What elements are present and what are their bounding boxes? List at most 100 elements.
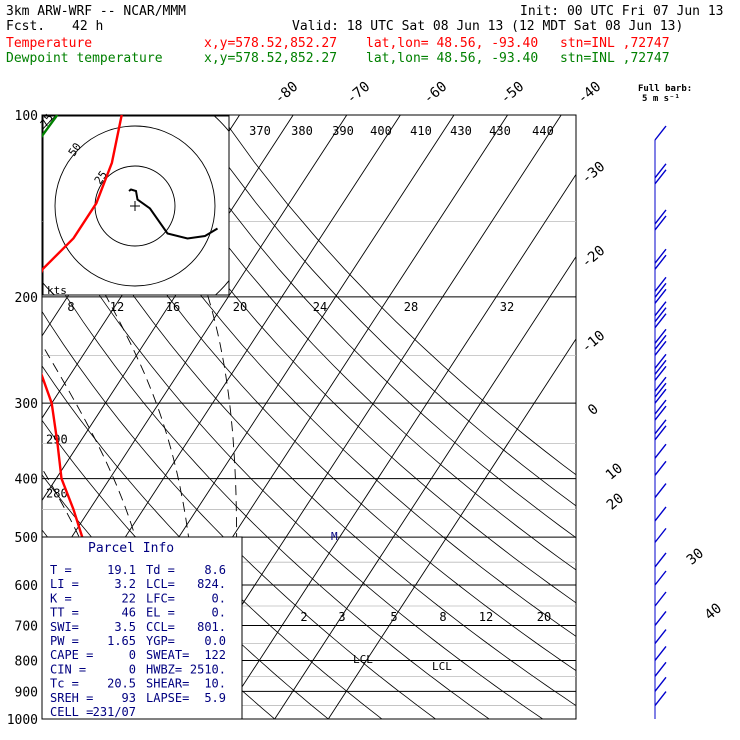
mixing-ratio-lower-label-12: 12 — [479, 610, 493, 624]
wind-barb-345 — [654, 419, 667, 435]
temperature-tick--60: -60 — [421, 79, 451, 108]
mixing-ratio-label-16: 16 — [166, 300, 180, 314]
parcel-info-value2: 0.0 — [204, 634, 226, 648]
moist-adiabat — [0, 269, 17, 719]
wind-barb-900 — [654, 676, 667, 692]
dry-adiabat — [81, 115, 576, 637]
pressure-label-200: 200 — [15, 291, 38, 306]
theta-label-400: 400 — [370, 124, 392, 138]
temperature-tick--40: -40 — [575, 79, 605, 108]
mixing-ratio-label-8: 8 — [67, 300, 74, 314]
pressure-label-700: 700 — [15, 619, 38, 634]
isotherm-50 — [327, 338, 576, 719]
temperature-tick--70: -70 — [344, 79, 374, 108]
mixing-ratio-label-32: 32 — [500, 300, 514, 314]
mixing-ratio-label-28: 28 — [404, 300, 418, 314]
parcel-info-label2: EL = — [146, 606, 175, 620]
wind-barb-300 — [654, 376, 667, 392]
wind-barb-650 — [654, 591, 667, 607]
pressure-label-1000: 1000 — [7, 713, 38, 728]
init-time: Init: 00 UTC Fri 07 Jun 13 — [520, 4, 724, 19]
wind-barb-600 — [654, 570, 667, 586]
m-marker: M — [331, 530, 338, 543]
parcel-info-value2: 801. — [197, 620, 226, 634]
dry-adiabat — [42, 256, 490, 719]
dry-adiabat — [136, 115, 576, 571]
parcel-info-value: 1.65 — [107, 634, 136, 648]
wind-barb-225 — [654, 313, 667, 329]
wind-barb-750 — [654, 629, 667, 644]
pressure-label-500: 500 — [15, 531, 38, 546]
isotherm--20 — [42, 115, 348, 584]
wind-barb-155 — [654, 209, 667, 225]
wind-barb-800 — [654, 646, 667, 661]
mixing-ratio-label-12: 12 — [110, 300, 124, 314]
mixing-ratio-lower-label-3: 3 — [338, 610, 345, 624]
lcl-marker-parcel: LCL — [432, 660, 452, 673]
parcel-info-label: Tc = — [50, 677, 79, 691]
temperature-station: stn=INL ,72747 — [560, 36, 670, 51]
temperature-tick-40: 40 — [702, 600, 725, 623]
theta-label-430: 430 — [489, 124, 511, 138]
wind-barb-850 — [654, 661, 667, 677]
wind-barb-110 — [654, 125, 667, 141]
parcel-info-value2: 824. — [197, 577, 226, 591]
wind-barb-370 — [654, 443, 667, 459]
wind-barb-250 — [654, 328, 667, 344]
hodograph-unit: kts — [47, 284, 67, 297]
parcel-info-label: SWI= — [50, 620, 79, 634]
parcel-info-label: SREH = — [50, 691, 93, 705]
theta-label-430: 430 — [450, 124, 472, 138]
wind-barb-180 — [654, 254, 667, 270]
valid-time: Valid: 18 UTC Sat 08 Jun 13 (12 MDT Sat … — [292, 19, 684, 34]
mixing-ratio-lower-label-5: 5 — [390, 610, 397, 624]
wind-barb-320 — [654, 399, 667, 415]
hodograph-ring-label-75: 75 — [38, 111, 56, 129]
hodograph-trace — [128, 188, 219, 240]
parcel-info-label: CIN = — [50, 662, 86, 676]
parcel-info-label2: HWBZ= — [146, 662, 182, 676]
wind-barb-560 — [654, 552, 667, 568]
dry-adiabat — [42, 201, 543, 719]
barb-legend-title: Full barb: — [638, 84, 693, 94]
wind-barb-275 — [654, 365, 667, 381]
wind-barb-130 — [654, 169, 667, 185]
dry-adiabat — [164, 115, 576, 539]
dry-adiabat — [42, 145, 576, 707]
temperature-tick-10: 10 — [603, 460, 626, 483]
barb-legend-unit: 5 m s⁻¹ — [642, 94, 680, 104]
temperature-tick--10: -10 — [579, 328, 609, 357]
temperature-tick--20: -20 — [579, 243, 609, 272]
pressure-label-100: 100 — [15, 109, 38, 124]
parcel-info-label: LI = — [50, 577, 79, 591]
temperature-tick--30: -30 — [579, 159, 609, 188]
dry-adiabat — [192, 115, 576, 507]
mixing-ratio-lower-label-8: 8 — [439, 610, 446, 624]
parcel-info-value2: 122 — [204, 648, 226, 662]
theta-label-280: 280 — [46, 487, 68, 501]
wind-barb-155 — [654, 215, 667, 231]
parcel-info-label2: YGP= — [146, 634, 175, 648]
wind-barb-300 — [654, 382, 667, 398]
parcel-info-value: 93 — [122, 691, 136, 705]
mixing-ratio-lower-label-2: 2 — [300, 610, 307, 624]
temperature-legend: Temperature — [6, 36, 93, 51]
parcel-info-label: TT = — [50, 606, 79, 620]
dry-adiabat — [219, 115, 576, 476]
parcel-info-value2: 5.9 — [204, 691, 226, 705]
temperature-tick--50: -50 — [498, 79, 528, 108]
mixing-ratio-label-20: 20 — [233, 300, 247, 314]
wind-barb-395 — [654, 460, 667, 476]
dewpoint-station: stn=INL ,72747 — [560, 51, 670, 66]
lcl-marker: LCL — [353, 653, 373, 666]
parcel-info-value: 22 — [122, 591, 136, 605]
wind-barb-225 — [654, 301, 667, 317]
dewpoint-latlon: lat,lon= 48.56, -93.40 — [366, 51, 539, 66]
pressure-label-300: 300 — [15, 397, 38, 412]
wind-barb-225 — [654, 307, 667, 323]
parcel-info-value: 19.1 — [107, 563, 136, 577]
wind-barb-275 — [654, 353, 667, 369]
temperature-tick-20: 20 — [604, 490, 627, 513]
parcel-info-value: 46 — [122, 606, 136, 620]
